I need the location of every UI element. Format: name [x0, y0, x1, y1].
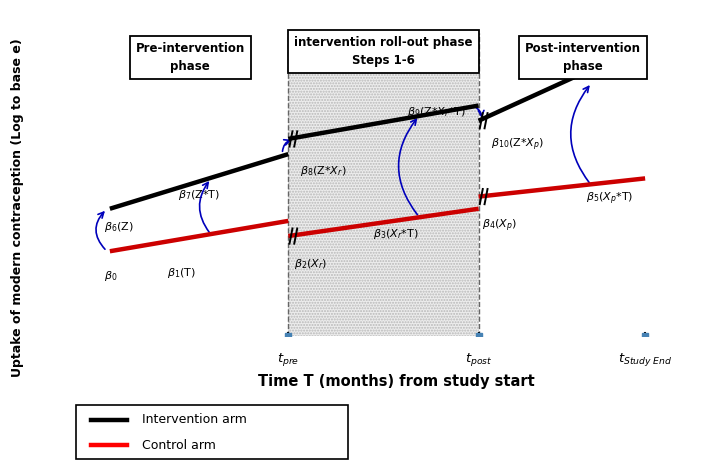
Text: Time T (months) from study start: Time T (months) from study start: [258, 374, 535, 389]
Text: $\beta_6$(Z): $\beta_6$(Z): [104, 220, 134, 234]
Text: Post-intervention
phase: Post-intervention phase: [525, 42, 641, 73]
Text: intervention roll-out phase
Steps 1-6: intervention roll-out phase Steps 1-6: [295, 36, 473, 67]
Text: $\beta_0$: $\beta_0$: [104, 269, 118, 283]
Text: $\beta_8$(Z*$X_r$): $\beta_8$(Z*$X_r$): [300, 164, 347, 178]
Text: $\beta_1$(T): $\beta_1$(T): [167, 266, 195, 280]
Text: $\beta_7$(Z*T): $\beta_7$(Z*T): [178, 187, 220, 201]
Text: $\beta_{11}$(Z*$X_p$*T): $\beta_{11}$(Z*$X_p$*T): [568, 60, 634, 77]
Text: $\beta_3$($X_r$*T): $\beta_3$($X_r$*T): [372, 227, 418, 241]
Text: $t_{Study\ End}$: $t_{Study\ End}$: [618, 351, 673, 368]
Text: $t_{post}$: $t_{post}$: [465, 351, 492, 368]
Text: Pre-intervention
phase: Pre-intervention phase: [135, 42, 245, 73]
Text: $t_{pre}$: $t_{pre}$: [278, 351, 299, 368]
Text: Uptake of modern contraception (Log to base e): Uptake of modern contraception (Log to b…: [11, 38, 24, 377]
Text: $\beta_9$(Z*$X_r$*T): $\beta_9$(Z*$X_r$*T): [407, 105, 466, 119]
Text: $\beta_2$($X_r$): $\beta_2$($X_r$): [295, 257, 328, 271]
Text: $\beta_{10}$(Z*$X_p$): $\beta_{10}$(Z*$X_p$): [491, 136, 544, 153]
Text: Intervention arm: Intervention arm: [142, 413, 246, 426]
Bar: [288, 33, 479, 336]
Text: $\beta_5$($X_p$*T): $\beta_5$($X_p$*T): [586, 191, 633, 207]
Text: $\beta_4$($X_p$): $\beta_4$($X_p$): [481, 218, 517, 234]
Bar: [288, 33, 479, 336]
Text: Control arm: Control arm: [142, 439, 215, 452]
